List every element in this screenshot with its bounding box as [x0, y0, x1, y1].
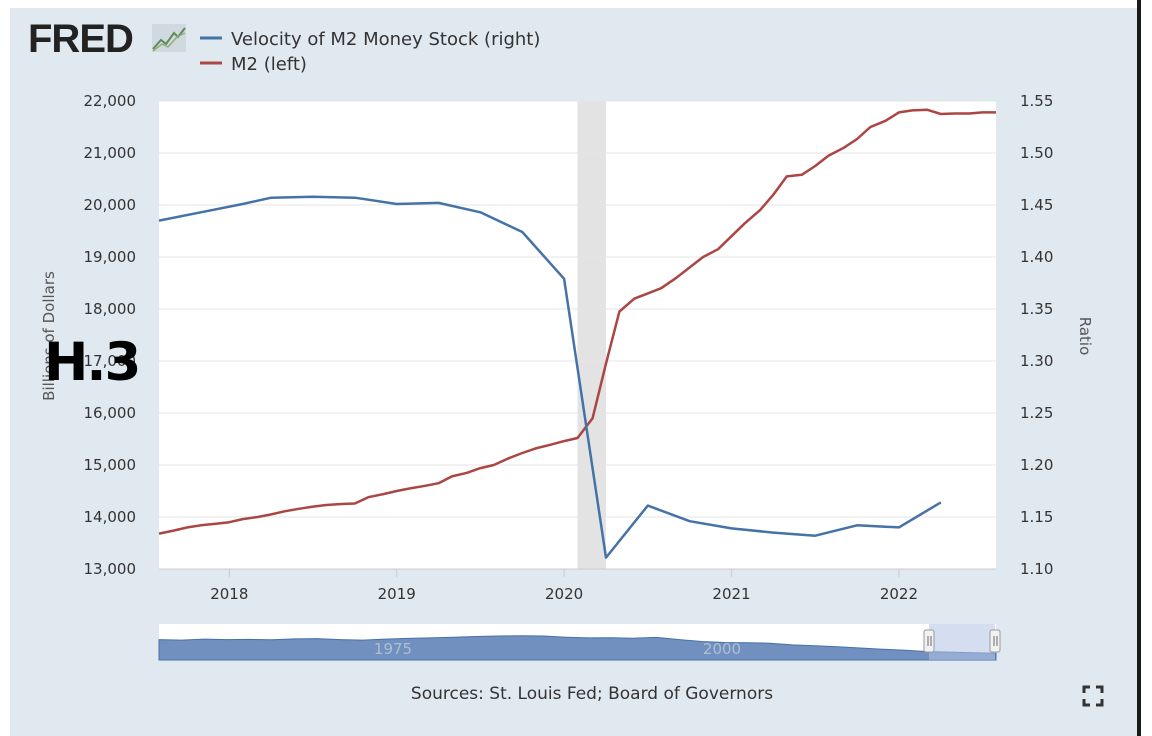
- right-axis-tick-label: 1.45: [1020, 196, 1053, 214]
- left-axis-tick-label: 15,000: [84, 456, 137, 474]
- left-axis-tick-label: 19,000: [84, 248, 137, 266]
- x-axis-tick-label: 2019: [378, 585, 416, 603]
- navigator-right-handle[interactable]: [989, 629, 1001, 653]
- navigator-selected-range[interactable]: [929, 624, 995, 660]
- legend-label-velocity[interactable]: Velocity of M2 Money Stock (right): [231, 29, 540, 50]
- left-axis-tick-label: 16,000: [84, 404, 137, 422]
- x-axis-tick-label: 2022: [880, 585, 918, 603]
- right-axis-tick-label: 1.30: [1020, 352, 1053, 370]
- right-axis-tick-label: 1.25: [1020, 404, 1053, 422]
- fred-logo[interactable]: FRED: [28, 17, 134, 61]
- x-axis-tick-label: 2018: [210, 585, 248, 603]
- x-axis-tick-label: 2020: [545, 585, 583, 603]
- navigator-left-handle[interactable]: [923, 629, 935, 653]
- right-axis-tick-label: 1.55: [1020, 92, 1053, 110]
- navigator-tick-label: 2000: [703, 640, 741, 658]
- left-axis-tick-label: 21,000: [84, 144, 137, 162]
- left-axis-tick-label: 14,000: [84, 508, 137, 526]
- right-axis-tick-label: 1.50: [1020, 144, 1053, 162]
- left-axis-tick-label: 18,000: [84, 300, 137, 318]
- range-navigator[interactable]: 1975 2000: [158, 624, 1001, 661]
- right-axis-tick-label: 1.15: [1020, 508, 1053, 526]
- overlay-label: H.3: [44, 332, 141, 393]
- legend-label-m2[interactable]: M2 (left): [231, 54, 307, 75]
- recession-shading: [577, 101, 606, 569]
- navigator-series-area: [158, 635, 997, 661]
- left-axis-tick-label: 17,000: [84, 352, 137, 370]
- right-axis-tick-label: 1.40: [1020, 248, 1053, 266]
- legend: Velocity of M2 Money Stock (right) M2 (l…: [200, 29, 540, 75]
- right-axis-tick-label: 1.20: [1020, 456, 1053, 474]
- x-axis-ticks: 2018 2019 2020 2021 2022: [159, 568, 996, 603]
- source-note: Sources: St. Louis Fed; Board of Governo…: [410, 684, 774, 704]
- left-axis-ticks: 13,000 14,000 15,000 16,000 17,000 18,000 19,0…: [84, 92, 137, 578]
- x-axis-tick-label: 2021: [712, 585, 750, 603]
- left-axis-title: Billions of Dollars: [40, 271, 58, 401]
- fred-line-graph-icon: [152, 24, 186, 52]
- right-axis-tick-label: 1.10: [1020, 560, 1053, 578]
- left-axis-tick-label: 22,000: [84, 92, 137, 110]
- frame-edge: [1137, 0, 1141, 736]
- right-axis-ticks: 1.10 1.15 1.20 1.25 1.30 1.35 1.40 1.45 1.50 1.55: [1020, 92, 1053, 578]
- left-axis-tick-label: 13,000: [84, 560, 137, 578]
- navigator-tick-label: 1975: [374, 640, 412, 658]
- right-axis-tick-label: 1.35: [1020, 300, 1053, 318]
- series-line-m2[interactable]: [158, 108, 996, 535]
- fullscreen-expand-icon[interactable]: [1082, 685, 1104, 707]
- right-axis-title: Ratio: [1076, 317, 1094, 356]
- left-axis-tick-label: 20,000: [84, 196, 137, 214]
- series-line-velocity[interactable]: [158, 195, 942, 559]
